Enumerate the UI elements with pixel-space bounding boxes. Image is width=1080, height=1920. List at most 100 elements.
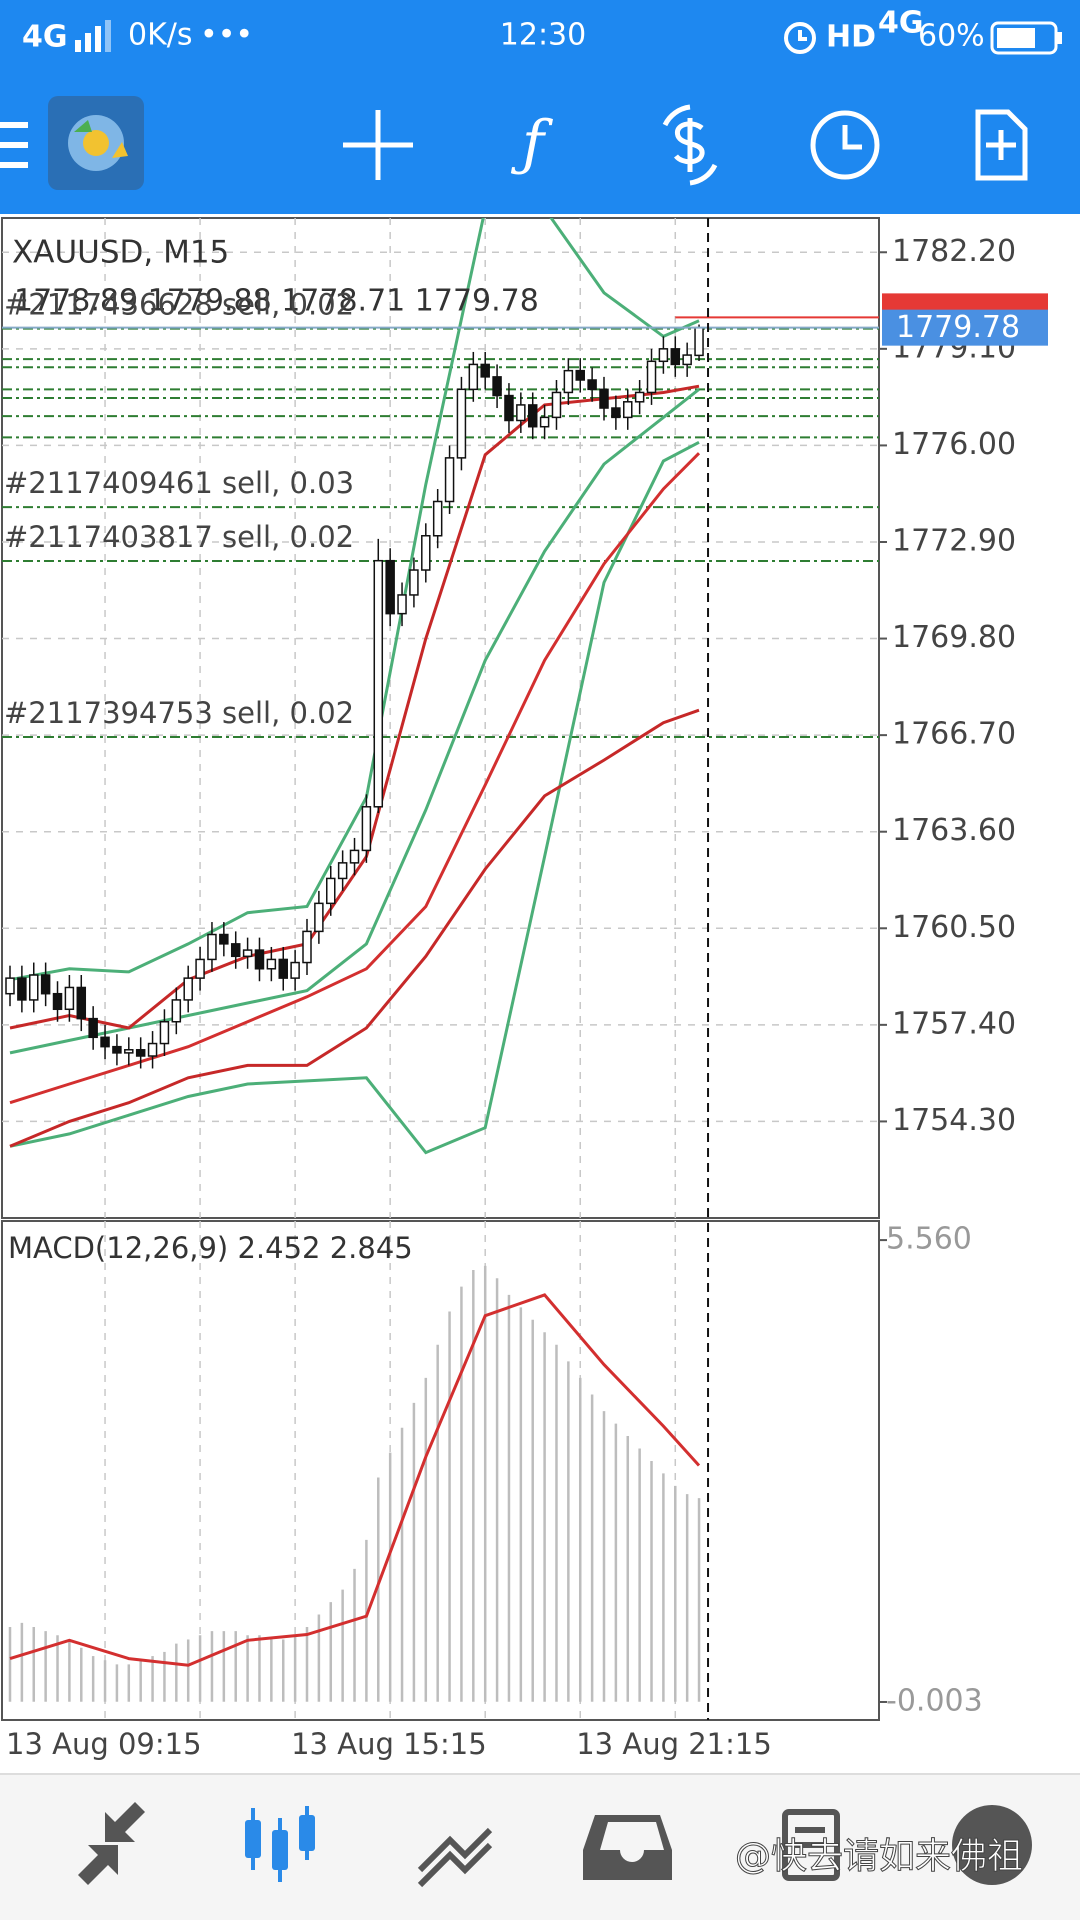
indicator-line xyxy=(9,708,700,1148)
candle-body xyxy=(183,977,193,1001)
watermark: @快去请如来佛祖 xyxy=(735,1836,1023,1877)
app-logo[interactable] xyxy=(48,96,144,190)
candle-body xyxy=(409,569,419,596)
signal-line xyxy=(9,1293,701,1667)
y-tick-label: 1776.00 xyxy=(892,427,1016,462)
candle-body xyxy=(373,559,384,808)
candle-body xyxy=(219,933,229,945)
y-tick-label: 5.560 xyxy=(886,1222,972,1257)
x-tick-label: 13 Aug 15:15 xyxy=(291,1727,487,1761)
candle-body xyxy=(563,369,574,394)
candle-body xyxy=(385,559,395,615)
header xyxy=(0,0,1080,214)
crosshair-button[interactable] xyxy=(343,110,413,180)
candle-body xyxy=(421,535,431,571)
y-tick-label: 1782.20 xyxy=(892,234,1016,269)
history-tab[interactable] xyxy=(583,1815,672,1880)
quotes-tab[interactable] xyxy=(78,1802,145,1885)
candle-body xyxy=(349,849,360,864)
candle-body xyxy=(658,348,669,363)
candle-body xyxy=(88,1017,98,1039)
candle-body xyxy=(670,348,681,366)
candle-body xyxy=(575,369,585,381)
y-tick-label: 1769.80 xyxy=(892,620,1016,655)
candle-body xyxy=(444,457,455,503)
candle-body xyxy=(337,862,348,880)
candle-body xyxy=(76,986,87,1020)
axes: 1782.201779.101776.001772.901769.801766.… xyxy=(6,234,1048,1761)
candle-body xyxy=(361,806,372,852)
ohlc-label: 1778.89 1779.88 1778.71 1779.78 xyxy=(14,284,539,319)
indicator-line xyxy=(9,452,701,1105)
y-tick-label: -0.003 xyxy=(886,1683,983,1718)
battery-level: 60% xyxy=(918,19,985,54)
candle-body xyxy=(599,388,609,409)
candle-body xyxy=(694,326,704,357)
settings-tab[interactable] xyxy=(952,1805,1032,1885)
y-tick-label: 1772.90 xyxy=(892,523,1016,558)
candle-body xyxy=(195,958,205,979)
candle-body xyxy=(527,404,538,428)
candle-body xyxy=(112,1045,122,1054)
candle-body xyxy=(504,394,514,422)
candle-body xyxy=(124,1049,134,1054)
bid-label: 1779.78 xyxy=(896,310,1020,345)
candle-body xyxy=(135,1049,146,1057)
speed: 0K/s xyxy=(128,18,193,53)
new-order-button[interactable] xyxy=(975,109,1028,181)
history-button[interactable] xyxy=(810,110,880,180)
battery-icon xyxy=(990,21,1062,55)
chart-tab[interactable] xyxy=(245,1806,315,1882)
x-tick-label: 13 Aug 21:15 xyxy=(576,1727,772,1761)
candle-body xyxy=(397,594,407,615)
candle-body xyxy=(492,376,502,397)
more-dots: ••• xyxy=(200,18,253,53)
network: 4G xyxy=(22,20,68,55)
candle-body xyxy=(266,958,277,970)
y-tick-label: 1754.30 xyxy=(892,1103,1016,1138)
y-tick-label: 1763.60 xyxy=(892,813,1016,848)
candle-body xyxy=(682,354,692,366)
price-plot xyxy=(2,218,879,1218)
alarm-icon xyxy=(784,22,816,54)
candle-body xyxy=(52,992,63,1011)
news-tab[interactable] xyxy=(782,1809,840,1881)
candle-body xyxy=(254,949,265,970)
hd: HD xyxy=(826,20,876,55)
bottom-nav xyxy=(0,1774,1080,1920)
x-tick-label: 13 Aug 09:15 xyxy=(6,1727,202,1761)
candle-body xyxy=(278,958,288,979)
signal-icon xyxy=(75,20,111,52)
macd-plot xyxy=(8,1221,701,1720)
candle-body xyxy=(634,391,645,403)
candle-body xyxy=(147,1042,158,1057)
trade-button[interactable] xyxy=(662,104,718,186)
candle-body xyxy=(290,961,300,979)
candle-body xyxy=(230,943,241,958)
candle-body xyxy=(623,401,633,419)
hd-network: 4G xyxy=(878,6,924,41)
candle-body xyxy=(242,949,253,958)
candle-body xyxy=(171,999,182,1023)
candle-body xyxy=(314,902,324,933)
order-label: #2117409461 sell, 0.03 xyxy=(4,466,354,500)
y-tick-label: 1766.70 xyxy=(892,717,1016,752)
candle-body xyxy=(207,933,217,961)
bid-box xyxy=(882,309,1048,346)
y-tick-label: 1757.40 xyxy=(892,1006,1016,1041)
menu-button[interactable] xyxy=(0,122,28,168)
candle-body xyxy=(551,391,562,419)
candle-body xyxy=(432,500,443,537)
indicator-line xyxy=(9,440,700,1155)
candle-body xyxy=(5,977,15,995)
candle-body xyxy=(40,974,51,995)
candle-body xyxy=(456,388,467,459)
candle-body xyxy=(326,877,336,905)
clock: 12:30 xyxy=(500,18,586,53)
candle-body xyxy=(539,416,550,428)
y-tick-label: 1760.50 xyxy=(892,910,1016,945)
trade-tab[interactable] xyxy=(417,1827,493,1888)
candle-body xyxy=(159,1020,170,1045)
